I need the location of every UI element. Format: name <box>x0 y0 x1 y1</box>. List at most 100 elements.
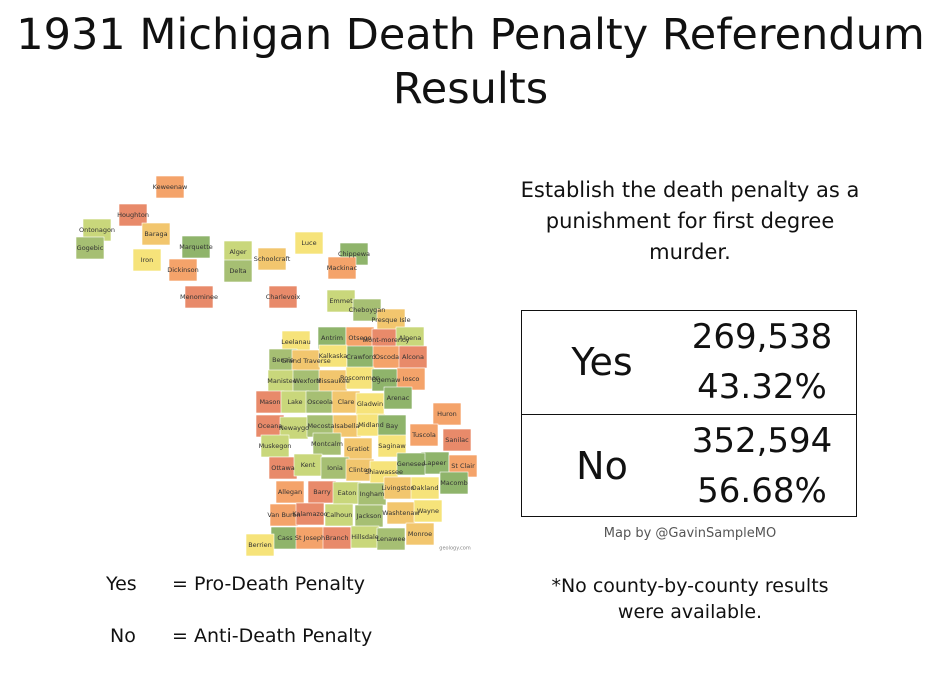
county-label: Otsego <box>348 334 371 342</box>
county <box>268 285 298 309</box>
county-label: Lenawee <box>377 535 406 543</box>
county-label: Hillsdale <box>351 533 379 541</box>
county-label: Midland <box>358 421 384 429</box>
county-label: Crawford <box>346 353 375 361</box>
legend-key: No <box>110 625 136 647</box>
county-label: Ottawa <box>271 464 295 472</box>
county-label: Monroe <box>408 530 432 538</box>
county-label: Macomb <box>440 479 468 487</box>
county-label: St Joseph <box>295 534 325 542</box>
county <box>324 503 354 527</box>
county-label: Chippewa <box>338 250 370 258</box>
county-label: Charlevoix <box>266 293 301 301</box>
option: No <box>576 444 628 488</box>
county <box>413 499 443 523</box>
county-label: Wexford <box>294 377 321 385</box>
county-label: Grand Traverse <box>281 357 331 365</box>
result-row: Yes 269,538 43.32% <box>522 311 856 414</box>
county <box>223 259 253 283</box>
county <box>132 248 162 272</box>
county <box>245 533 275 557</box>
votes: 269,538 <box>691 317 833 357</box>
county <box>141 222 171 246</box>
county <box>405 522 435 546</box>
county-label: Calhoun <box>326 511 353 519</box>
county-label: Keweenaw <box>153 183 188 191</box>
county-label: Muskegon <box>259 442 292 450</box>
county-label: Clinton <box>349 466 372 474</box>
county-label: Sanilac <box>445 436 469 444</box>
county-label: Dickinson <box>167 266 199 274</box>
county-label: Gratiot <box>347 445 370 453</box>
county-label: Cass <box>277 534 293 542</box>
county-label: Lapeer <box>424 459 447 467</box>
county-label: Marquette <box>179 243 213 251</box>
county <box>184 285 214 309</box>
county-label: Mackinac <box>327 264 358 272</box>
county-label: Osceola <box>307 398 333 406</box>
county-label: Saginaw <box>378 442 406 450</box>
county <box>168 258 198 282</box>
county <box>409 423 439 447</box>
credit: Map by @GavinSampleMO <box>603 526 777 541</box>
percent: 56.68% <box>697 471 827 511</box>
county-label: Newaygo <box>279 424 309 432</box>
county <box>118 203 148 227</box>
county-label: Menominee <box>180 293 218 301</box>
county-label: Arenac <box>387 394 410 402</box>
county-label: Ogemaw <box>372 376 402 384</box>
county-label: Leelanau <box>281 338 311 346</box>
county-label: Gladwin <box>357 400 383 408</box>
county-label: Mason <box>259 398 280 406</box>
county <box>327 256 357 280</box>
county-label: Missaukee <box>316 377 350 385</box>
county-label: Schoolcraft <box>254 255 291 263</box>
county-label: Iron <box>141 256 154 264</box>
county-label: Emmet <box>329 297 353 305</box>
question: Establish the death penalty as a punishm… <box>520 178 860 264</box>
county-label: Isabella <box>334 422 359 430</box>
county-label: Benzie <box>272 356 294 364</box>
county-label: Wayne <box>417 507 439 515</box>
county-label: Mont-morency <box>363 336 410 344</box>
option: Yes <box>571 340 633 384</box>
county-label: Bay <box>386 422 398 430</box>
county <box>439 471 469 495</box>
legend-text: = Anti-Death Penalty <box>172 625 373 647</box>
county-label: Barry <box>313 488 331 496</box>
county-label: Antrim <box>321 334 343 342</box>
county <box>383 386 413 410</box>
county-label: Roscommon <box>340 374 380 382</box>
county-label: Manistee <box>267 377 296 385</box>
county-label: Clare <box>338 398 355 406</box>
county-label: Alcona <box>402 353 424 361</box>
county-label: Mecosta <box>307 422 334 430</box>
county <box>295 502 325 526</box>
county <box>155 175 185 199</box>
county-label: Tuscola <box>411 431 436 439</box>
percent: 43.32% <box>697 367 827 407</box>
county <box>432 402 462 426</box>
county-label: Livingston <box>381 484 414 492</box>
county <box>257 247 287 271</box>
votes: 352,594 <box>691 421 833 461</box>
county-label: Lake <box>287 398 302 406</box>
county <box>442 428 472 452</box>
map-source: geology.com <box>439 546 471 552</box>
county-label: Kalamazoo <box>292 510 328 518</box>
note: *No county-by-county results were availa… <box>551 575 829 623</box>
county-label: Ingham <box>360 490 385 498</box>
county <box>410 476 440 500</box>
county-label: Jackson <box>356 512 382 520</box>
county <box>75 236 105 260</box>
county <box>312 432 342 456</box>
county-label: St Clair <box>451 462 475 470</box>
county-label: Presque Isle <box>371 316 410 324</box>
county <box>377 434 407 458</box>
county-label: Huron <box>437 410 457 418</box>
county-label: Allegan <box>278 488 302 496</box>
result-row: No 352,594 56.68% <box>522 414 856 518</box>
county-label: Montcalm <box>311 440 343 448</box>
